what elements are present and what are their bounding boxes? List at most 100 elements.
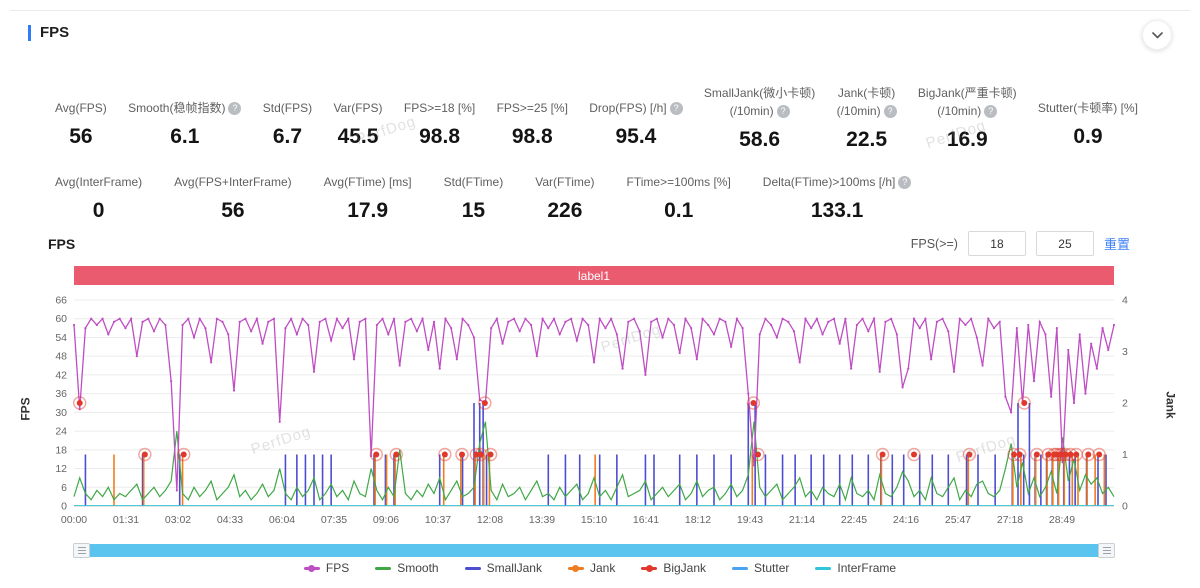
legend-item-smalljank[interactable]: SmallJank	[464, 561, 542, 575]
svg-text:3: 3	[1122, 346, 1128, 358]
legend-item-smooth[interactable]: Smooth	[375, 561, 439, 575]
collapse-panel-button[interactable]	[1142, 20, 1172, 50]
stat-label: Avg(FTime) [ms]	[324, 158, 412, 191]
legend-dot-icon	[645, 564, 653, 572]
fps-stats-row-2: Avg(InterFrame) 0 Avg(FPS+InterFrame) 56 Avg…	[55, 158, 912, 223]
fps-chart-area[interactable]: 0 6 12 18 24 30 36 42 48 54 60 66 0 1 2 3 4 00:00 01:31 03:…	[40, 294, 1144, 540]
legend-item-fps[interactable]: FPS	[303, 561, 350, 575]
svg-text:13:39: 13:39	[529, 514, 555, 526]
stat-label: Smooth(稳帧指数)?	[128, 84, 242, 117]
stat-label-text: Avg(FPS+InterFrame)	[174, 175, 292, 189]
stat-label-line: SmallJank(微小卡顿)	[704, 84, 815, 102]
stat-label-text: (/10min)	[836, 104, 881, 118]
legend-label: InterFrame	[837, 561, 897, 575]
legend-label: FPS	[325, 561, 350, 575]
help-icon[interactable]: ?	[883, 104, 897, 118]
stat-label-text: Std(FTime)	[443, 175, 504, 189]
panel-header: FPS	[28, 24, 69, 41]
stat-label-text: Avg(InterFrame)	[55, 175, 143, 189]
stat-label-line: Avg(InterFrame)	[55, 173, 142, 191]
stat-label-unit: (/10min)?	[937, 102, 998, 120]
grip-icon	[77, 547, 86, 554]
stat-item: FTime>=100ms [%] 0.1	[627, 158, 731, 223]
help-icon[interactable]: ?	[898, 175, 912, 189]
fps-threshold-max-input[interactable]	[1035, 231, 1094, 256]
stat-item: Avg(FPS) 56	[55, 84, 107, 152]
legend-item-bigjank[interactable]: BigJank	[641, 561, 706, 575]
legend-marker-icon	[641, 564, 658, 572]
svg-text:60: 60	[55, 313, 67, 325]
legend-item-interframe[interactable]: InterFrame	[815, 561, 896, 575]
svg-text:00:00: 00:00	[61, 514, 87, 526]
svg-text:01:31: 01:31	[113, 514, 139, 526]
svg-text:22:45: 22:45	[841, 514, 867, 526]
stat-label: Stutter(卡顿率) [%]	[1038, 84, 1138, 117]
stat-label-line: Avg(FPS+InterFrame)	[174, 173, 291, 191]
stat-value: 6.1	[170, 125, 200, 148]
stat-label: Avg(FPS)	[55, 84, 107, 117]
stat-item: FPS>=18 [%] 98.8	[404, 84, 475, 152]
svg-text:36: 36	[55, 388, 67, 400]
stat-item: Delta(FTime)>100ms [/h]? 133.1	[763, 158, 912, 223]
help-icon[interactable]: ?	[228, 101, 242, 115]
svg-text:16:41: 16:41	[633, 514, 659, 526]
stat-label: Std(FTime)	[444, 158, 504, 191]
stat-value: 133.1	[810, 199, 864, 222]
stat-label: Jank(卡顿) (/10min)?	[837, 84, 897, 120]
stat-label-text: (/10min)	[729, 104, 774, 118]
stat-item: Drop(FPS) [/h]? 95.4	[589, 84, 683, 152]
fps-threshold-min-input[interactable]	[967, 231, 1026, 256]
stat-value: 15	[461, 199, 486, 222]
svg-text:30: 30	[55, 407, 67, 419]
help-icon[interactable]: ?	[669, 101, 683, 115]
stat-value: 16.9	[946, 128, 988, 151]
stat-value: 22.5	[846, 128, 888, 151]
stat-label-text: FPS>=18 [%]	[403, 101, 476, 115]
scrollbar-right-handle[interactable]	[1098, 543, 1115, 558]
stat-value: 56	[221, 199, 245, 222]
chevron-down-icon	[1151, 31, 1163, 39]
fps-threshold-label: FPS(>=)	[910, 236, 958, 251]
stat-value: 95.4	[615, 125, 657, 148]
stat-label-line: Var(FPS)	[333, 99, 382, 117]
svg-text:28:49: 28:49	[1049, 514, 1075, 526]
stat-label: FPS>=18 [%]	[404, 84, 475, 117]
stat-label: Var(FTime)	[535, 158, 594, 191]
stat-label-text: Smooth(稳帧指数)	[128, 101, 226, 115]
fps-line	[72, 316, 1116, 492]
stat-item: Smooth(稳帧指数)? 6.1	[128, 84, 242, 152]
help-icon[interactable]: ?	[776, 104, 790, 118]
svg-text:2: 2	[1122, 398, 1128, 410]
stat-label-line: Std(FTime)	[444, 173, 504, 191]
stat-label-line: Avg(FPS)	[55, 99, 107, 117]
svg-text:06:04: 06:04	[269, 514, 295, 526]
svg-text:03:02: 03:02	[165, 514, 191, 526]
svg-text:09:06: 09:06	[373, 514, 399, 526]
stat-label-line: Delta(FTime)>100ms [/h]?	[763, 173, 912, 191]
reset-link[interactable]: 重置	[1103, 237, 1130, 252]
stat-item: Avg(InterFrame) 0	[55, 158, 142, 223]
legend-item-jank[interactable]: Jank	[567, 561, 615, 575]
svg-text:12:08: 12:08	[477, 514, 503, 526]
stat-label: Delta(FTime)>100ms [/h]?	[763, 158, 912, 191]
stat-label-text: Jank(卡顿)	[837, 86, 896, 100]
svg-text:21:14: 21:14	[789, 514, 815, 526]
bigjank-points	[73, 396, 1106, 462]
svg-text:27:18: 27:18	[997, 514, 1023, 526]
legend-label: SmallJank	[486, 561, 542, 575]
stat-item: Stutter(卡顿率) [%] 0.9	[1038, 84, 1138, 152]
blue-accent-bar	[28, 24, 31, 41]
svg-text:54: 54	[55, 332, 67, 344]
stat-label-line: FPS>=18 [%]	[404, 99, 475, 117]
scrollbar-left-handle[interactable]	[73, 543, 90, 558]
legend-item-stutter[interactable]: Stutter	[732, 561, 789, 575]
stat-label-text: Avg(FPS)	[55, 101, 107, 115]
help-icon[interactable]: ?	[984, 104, 998, 118]
chart-grid	[74, 299, 1114, 507]
stat-label-text: Std(FPS)	[262, 101, 313, 115]
legend-marker-icon	[732, 566, 749, 570]
stat-label: BigJank(严重卡顿) (/10min)?	[918, 84, 1017, 120]
chart-scrollbar[interactable]	[73, 543, 1115, 558]
